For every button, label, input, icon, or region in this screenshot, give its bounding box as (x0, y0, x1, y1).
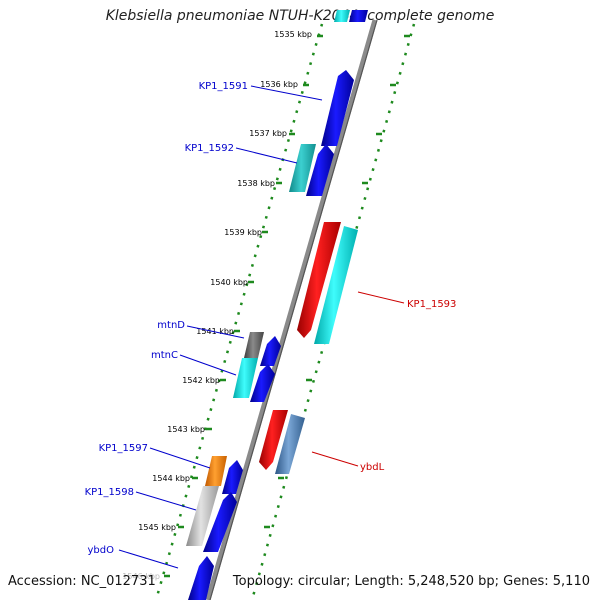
outer-left-ring (154, 23, 324, 600)
gene-label-mtnC[interactable]: mtnC (151, 350, 178, 361)
gene-mtnC[interactable] (233, 358, 258, 398)
gene-label-kp1-1598[interactable]: KP1_1598 (85, 487, 134, 498)
leader-line (135, 491, 197, 511)
gene-label-kp1-1593[interactable]: KP1_1593 (407, 299, 456, 310)
leader-line (311, 451, 359, 467)
leader-line (118, 549, 179, 569)
forward-genes (186, 10, 368, 600)
tick-label: 1540 kbp (210, 278, 248, 287)
gene-label-kp1-1592[interactable]: KP1_1592 (185, 143, 234, 154)
gene-mtnD[interactable] (244, 332, 264, 358)
gene-ybdL[interactable] (259, 410, 288, 470)
gene-kp1-1591[interactable] (321, 70, 354, 146)
gene-labels: KP1_1591 KP1_1592 mtnD mtnC KP1_1597 KP1… (85, 81, 457, 556)
gene-kp1-1590[interactable] (334, 10, 350, 22)
tick-label: 1535 kbp (274, 30, 312, 39)
genome-backbone-shade (209, 19, 378, 600)
gene-ybdL-b[interactable] (275, 414, 305, 474)
gene-label-kp1-1591[interactable]: KP1_1591 (199, 81, 248, 92)
gene-kp1-1597b[interactable] (222, 460, 243, 494)
tick-label: 1538 kbp (237, 179, 275, 188)
gene-label-ybdL[interactable]: ybdL (360, 462, 385, 473)
genome-backbone (205, 19, 378, 600)
tick-label: 1542 kbp (182, 376, 220, 385)
gene-kp1-1598[interactable] (186, 486, 219, 546)
gene-ybdO[interactable] (188, 556, 214, 600)
leader-line (179, 354, 237, 376)
gene-kp1-1592[interactable] (289, 144, 316, 192)
gene-mtnD-b[interactable] (260, 336, 281, 366)
map-title: Klebsiella pneumoniae NTUH-K2044, comple… (105, 8, 495, 24)
tick-label: 1546 kbp (122, 572, 160, 581)
tick-label: 1545 kbp (138, 523, 176, 532)
gene-kp1-1598b[interactable] (203, 492, 237, 552)
gene-kp1-1593[interactable] (297, 222, 341, 338)
gene-label-kp1-1597[interactable]: KP1_1597 (99, 443, 148, 454)
scale-ticks (164, 34, 323, 578)
leader-line (186, 325, 245, 339)
leader-lines (118, 85, 405, 569)
topology-text: Topology: circular; Length: 5,248,520 bp… (232, 574, 590, 589)
tick-label: 1544 kbp (152, 474, 190, 483)
tick-label: 1537 kbp (249, 129, 287, 138)
reverse-genes (259, 222, 358, 474)
leader-line (250, 85, 323, 101)
gene-label-ybdO[interactable]: ybdO (88, 545, 115, 556)
tick-labels: 1535 kbp 1536 kbp 1537 kbp 1538 kbp 1539… (122, 30, 312, 581)
gene-kp1-1592b[interactable] (306, 144, 334, 196)
gene-kp1-1590b[interactable] (349, 10, 368, 22)
leader-line (357, 291, 405, 304)
gene-mtnC-b[interactable] (250, 364, 275, 402)
leader-line (149, 447, 211, 469)
tick-label: 1539 kbp (224, 228, 262, 237)
tick-label: 1536 kbp (260, 80, 298, 89)
accession-text: Accession: NC_012731 (8, 574, 156, 589)
gene-kp1-1593b[interactable] (314, 226, 358, 344)
leader-line (235, 147, 298, 164)
gene-label-mtnD[interactable]: mtnD (157, 320, 185, 331)
tick-label: 1543 kbp (167, 425, 205, 434)
gene-kp1-1597[interactable] (205, 456, 227, 486)
